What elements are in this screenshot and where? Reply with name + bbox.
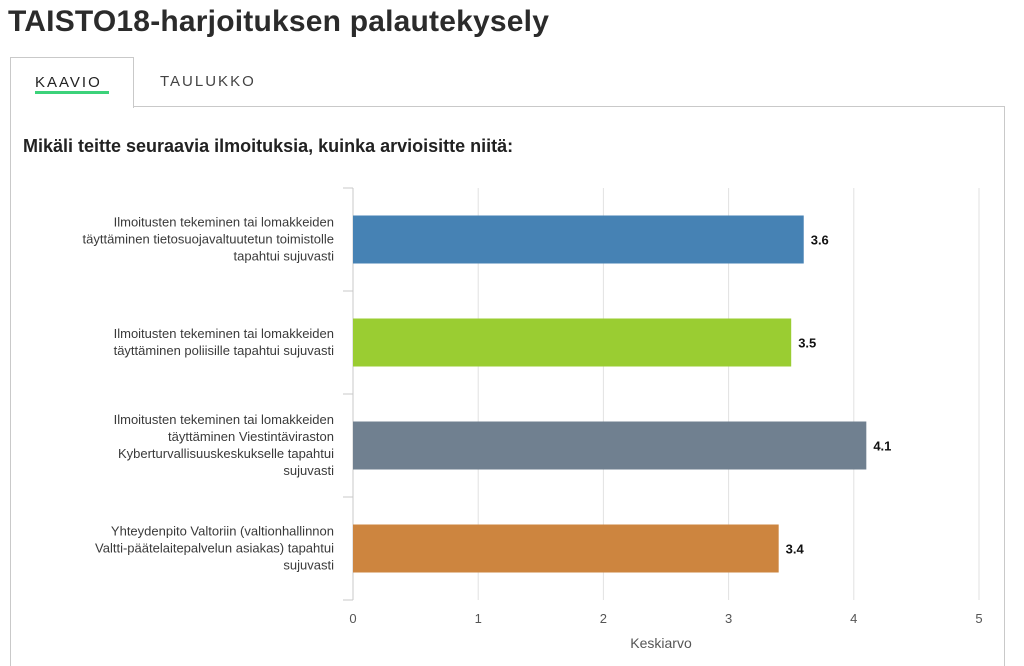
active-tab-indicator — [35, 91, 109, 94]
bar — [353, 215, 804, 264]
tab-table[interactable]: TAULUKKO — [160, 57, 280, 107]
category-label: Ilmoitusten tekeminen tai lomakkeiden täy… — [83, 215, 335, 264]
question-title: Mikäli teitte seuraavia ilmoituksia, kui… — [23, 136, 514, 156]
bar — [353, 524, 779, 573]
chart-panel — [10, 106, 1005, 666]
page-title: TAISTO18-harjoituksen palautekysely — [8, 5, 550, 38]
bar — [353, 421, 867, 470]
x-tick-label: 5 — [975, 611, 982, 626]
bar-value-label: 3.4 — [786, 542, 805, 557]
tab-divider — [134, 106, 1005, 107]
x-axis-title: Keskiarvo — [630, 635, 692, 651]
bar-value-label: 3.5 — [798, 336, 816, 351]
x-tick-label: 4 — [850, 611, 857, 626]
x-tick-label: 1 — [475, 611, 482, 626]
x-tick-label: 0 — [349, 611, 356, 626]
tab-table-label: TAULUKKO — [160, 73, 256, 90]
bar-value-label: 4.1 — [873, 439, 891, 454]
view-tabs: KAAVIO TAULUKKO — [10, 57, 1005, 108]
category-label: Ilmoitusten tekeminen tai lomakkeiden täy… — [114, 412, 335, 478]
category-label: Ilmoitusten tekeminen tai lomakkeiden täy… — [114, 326, 335, 358]
category-label: Yhteydenpito Valtoriin (valtionhallinnon… — [95, 524, 334, 573]
bar — [353, 318, 792, 367]
x-tick-label: 2 — [600, 611, 607, 626]
tab-chart-label: KAAVIO — [35, 74, 102, 91]
tab-chart[interactable]: KAAVIO — [10, 57, 134, 108]
x-tick-label: 3 — [725, 611, 732, 626]
bar-value-label: 3.6 — [811, 233, 829, 248]
